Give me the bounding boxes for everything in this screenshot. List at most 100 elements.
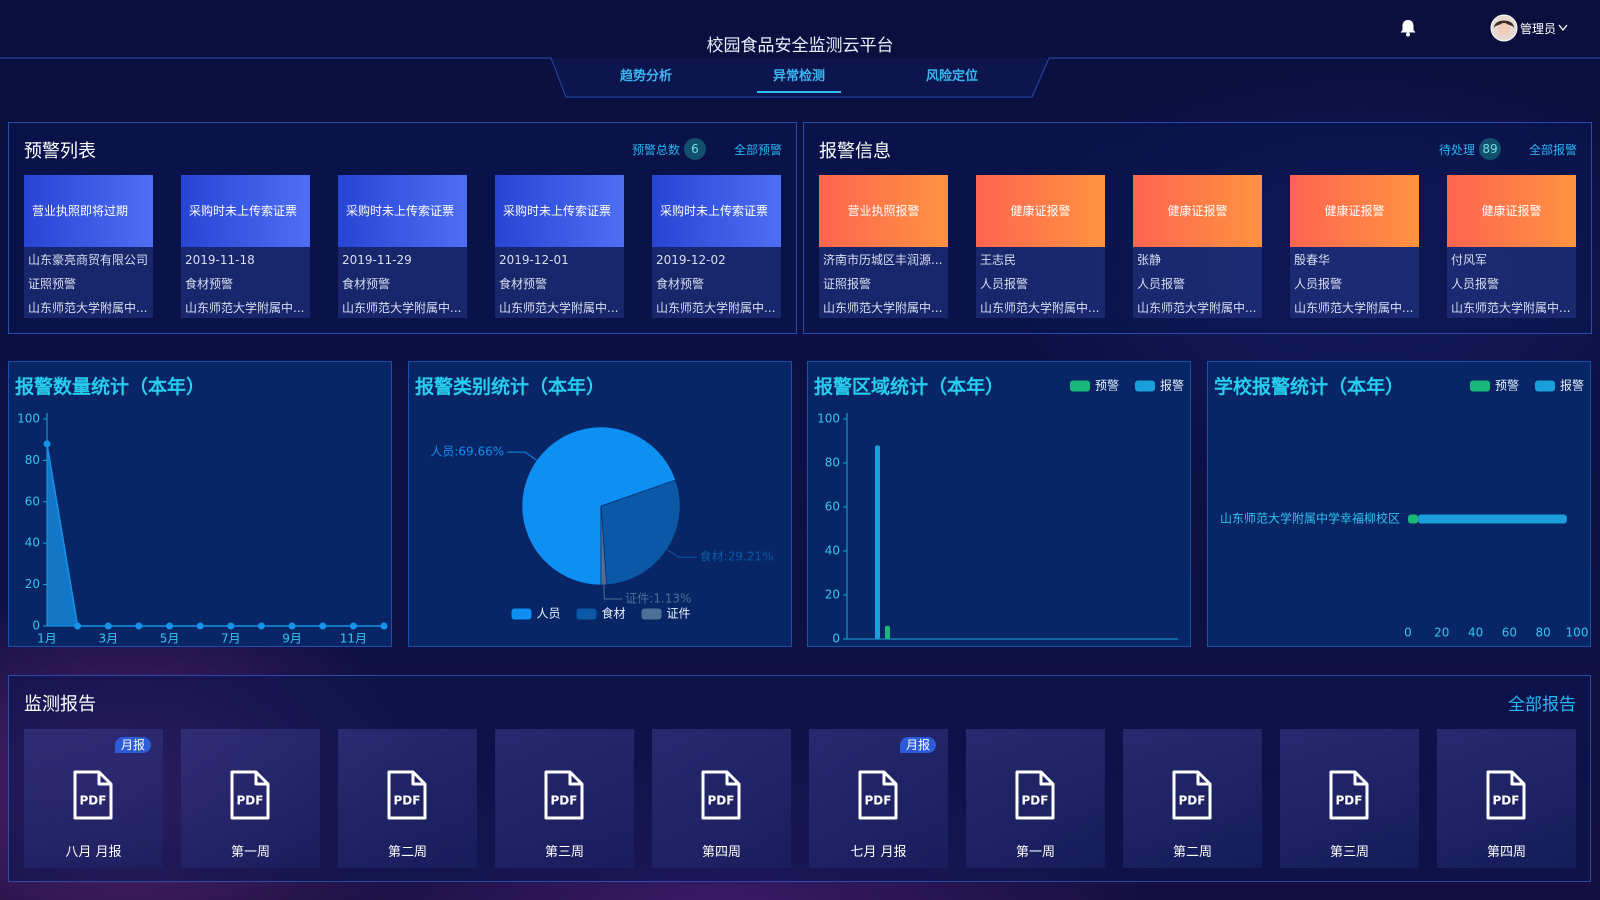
y-tick-label: 60 — [825, 500, 840, 514]
line-point — [74, 622, 82, 630]
panel-title: 监测报告 — [24, 694, 96, 715]
reports-panel: 监测报告 全部报告 PDF 八月 月报 月报 PDF 第一周 PDF 第二周 PDF 第三周 PDF 第… — [8, 675, 1591, 882]
legend-swatch — [1134, 380, 1155, 392]
report-item[interactable]: PDF 第一周 — [966, 729, 1105, 868]
chart: 0 20 40 60 80 100 山东师范大学附属中学幸福柳校区 预警 报警 — [1220, 378, 1588, 640]
y-tick-label: 20 — [825, 588, 840, 602]
y-tick-label: 100 — [817, 412, 840, 426]
alert-card[interactable]: 健康证报警 张静 人员报警 山东师范大学附属中... — [1133, 175, 1262, 318]
pdf-icon: PDF — [1172, 770, 1212, 820]
report-name: 第二周 — [387, 845, 427, 860]
pie-label-line — [666, 549, 697, 558]
x-tick-label: 9月 — [282, 632, 302, 646]
report-badge: 月报 — [114, 737, 151, 753]
pdf-icon: PDF — [1329, 770, 1369, 820]
legend-label: 人员 — [536, 607, 560, 621]
card-line: 食材预警 — [185, 277, 234, 291]
report-item[interactable]: PDF 第四周 — [1437, 729, 1576, 868]
alert-card[interactable]: 采购时未上传索证票 2019-11-18 食材预警 山东师范大学附属中... — [181, 175, 310, 318]
bar — [875, 445, 880, 639]
card-line: 山东豪亮商贸有限公司 — [28, 253, 149, 267]
card-head: 健康证报警 — [1290, 175, 1419, 247]
pdf-label: PDF — [1022, 794, 1049, 808]
chart-title: 报警类别统计（本年） — [415, 376, 606, 398]
report-item[interactable]: PDF 第二周 — [338, 729, 477, 868]
x-tick-label: 5月 — [160, 632, 180, 646]
report-item[interactable]: PDF 七月 月报 月报 — [809, 729, 948, 868]
report-item[interactable]: PDF 第二周 — [1123, 729, 1262, 868]
chart-title: 学校报警统计（本年） — [1214, 376, 1405, 398]
view-all-link[interactable]: 全部报告 — [1508, 695, 1576, 715]
pdf-label: PDF — [1179, 794, 1206, 808]
y-tick-label: 40 — [25, 536, 40, 550]
pie-slice — [521, 426, 676, 586]
legend-swatch — [1469, 380, 1490, 392]
alert-card[interactable]: 采购时未上传索证票 2019-12-02 食材预警 山东师范大学附属中... — [652, 175, 781, 318]
pie-label: 食材:29.21% — [700, 549, 774, 564]
card-head: 采购时未上传索证票 — [652, 175, 781, 247]
chart: 0 20 40 60 80 100 预警 报警 — [817, 378, 1184, 646]
pdf-label: PDF — [708, 794, 735, 808]
card-line: 山东师范大学附属中... — [1294, 301, 1414, 315]
alert-card[interactable]: 采购时未上传索证票 2019-12-01 食材预警 山东师范大学附属中... — [495, 175, 624, 318]
pdf-doc — [701, 770, 741, 820]
chart-title: 报警区域统计（本年） — [814, 376, 1005, 398]
card-line: 2019-11-18 — [185, 253, 255, 267]
card-head: 健康证报警 — [1133, 175, 1262, 247]
line-point — [349, 622, 357, 630]
alert-card[interactable]: 健康证报警 付风军 人员报警 山东师范大学附属中... — [1447, 175, 1576, 318]
report-item[interactable]: PDF 第三周 — [495, 729, 634, 868]
x-tick-label: 3月 — [98, 632, 118, 646]
view-all-link[interactable]: 全部报警 — [1528, 142, 1577, 157]
card-head: 健康证报警 — [976, 175, 1105, 247]
report-name: 第一周 — [230, 845, 270, 860]
report-item[interactable]: PDF 八月 月报 月报 — [24, 729, 163, 868]
pdf-icon: PDF — [1015, 770, 1055, 820]
report-item[interactable]: PDF 第三周 — [1280, 729, 1419, 868]
report-name: 七月 月报 — [850, 845, 907, 860]
report-name: 第四周 — [701, 845, 741, 860]
pdf-fold — [1353, 772, 1367, 786]
line-area — [47, 443, 384, 626]
legend-swatch — [1069, 380, 1090, 392]
nav-tab[interactable]: 异常检测 — [739, 66, 859, 93]
y-category-label: 山东师范大学附属中学幸福柳校区 — [1220, 511, 1400, 526]
alert-card[interactable]: 营业执照即将过期 山东豪亮商贸有限公司 证照预警 山东师范大学附属中... — [24, 175, 153, 318]
y-tick-label: 80 — [825, 456, 840, 470]
notification-bell[interactable] — [1398, 18, 1418, 38]
legend-label: 预警 — [1095, 378, 1119, 393]
line-point — [319, 622, 327, 630]
header-line — [0, 57, 1600, 98]
legend-swatch — [1534, 380, 1555, 392]
user-menu-caret[interactable] — [1558, 24, 1568, 32]
pdf-doc — [230, 770, 270, 820]
pdf-icon: PDF — [73, 770, 113, 820]
alert-card[interactable]: 健康证报警 殷春华 人员报警 山东师范大学附属中... — [1290, 175, 1419, 318]
y-tick-label: 20 — [25, 577, 40, 591]
view-all-link[interactable]: 全部预警 — [733, 142, 782, 157]
nav-tab[interactable]: 风险定位 — [925, 69, 978, 84]
panel-actions: 待处理 89 全部报警 — [1439, 137, 1577, 161]
card-line: 人员报警 — [1137, 277, 1186, 291]
alert-card[interactable]: 营业执照报警 济南市历城区丰润源... 证照报警 山东师范大学附属中... — [819, 175, 948, 318]
card-line: 山东师范大学附属中... — [1451, 301, 1571, 315]
nav-tab[interactable]: 趋势分析 — [619, 69, 672, 84]
report-name: 第三周 — [544, 845, 584, 860]
user-name[interactable]: 管理员 — [1520, 22, 1557, 36]
pie-label: 人员:69.66% — [430, 445, 504, 459]
card-line: 山东师范大学附属中... — [28, 301, 148, 315]
card-head: 采购时未上传索证票 — [338, 175, 467, 247]
pdf-doc — [544, 770, 584, 820]
card-head: 营业执照即将过期 — [24, 175, 153, 247]
report-item[interactable]: PDF 第一周 — [181, 729, 320, 868]
pdf-icon: PDF — [387, 770, 427, 820]
line-point — [104, 622, 112, 630]
alert-card[interactable]: 采购时未上传索证票 2019-11-29 食材预警 山东师范大学附属中... — [338, 175, 467, 318]
card-head: 采购时未上传索证票 — [495, 175, 624, 247]
pdf-label: PDF — [237, 794, 264, 808]
card-line: 食材预警 — [656, 277, 705, 291]
report-item[interactable]: PDF 第四周 — [652, 729, 791, 868]
user-avatar[interactable] — [1490, 14, 1518, 42]
x-tick-label: 20 — [1434, 626, 1449, 640]
alert-card[interactable]: 健康证报警 王志民 人员报警 山东师范大学附属中... — [976, 175, 1105, 318]
